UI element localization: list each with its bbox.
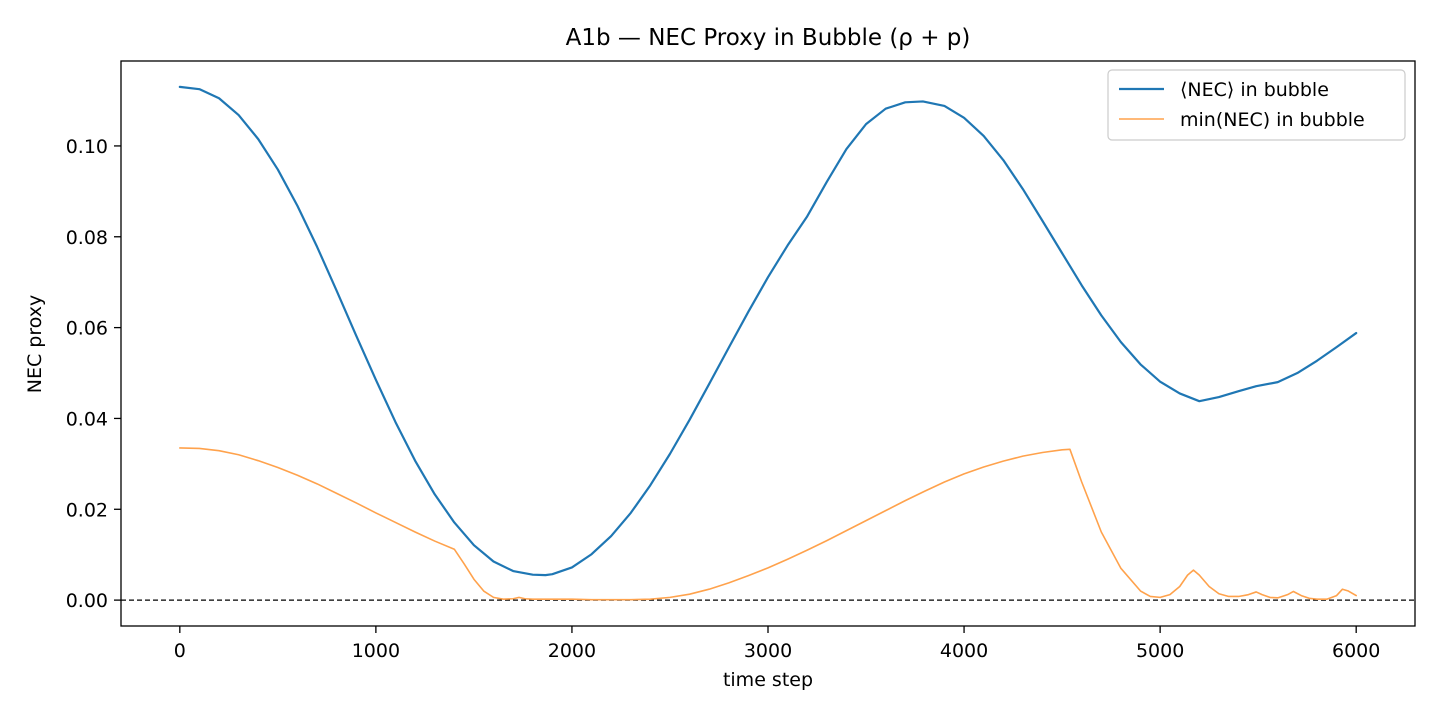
x-tick-label: 4000 <box>940 640 988 662</box>
x-tick-label: 1000 <box>352 640 400 662</box>
x-tick-label: 0 <box>174 640 186 662</box>
y-axis-label: NEC proxy <box>24 295 46 394</box>
legend: ⟨NEC⟩ in bubble min(NEC) in bubble <box>1107 69 1406 141</box>
plot-area <box>121 85 1415 601</box>
y-tick-label: 0.00 <box>66 590 108 612</box>
legend-label-mean-nec: ⟨NEC⟩ in bubble <box>1180 79 1329 101</box>
x-tick-label: 3000 <box>744 640 792 662</box>
x-tick-label: 6000 <box>1332 640 1380 662</box>
y-tick-label: 0.04 <box>66 408 108 430</box>
x-tick-label: 2000 <box>548 640 596 662</box>
y-tick-label: 0.10 <box>66 136 108 158</box>
series-line-mean-nec <box>178 85 1358 577</box>
x-axis-label: time step <box>723 669 813 691</box>
y-tick-label: 0.02 <box>66 499 108 521</box>
legend-label-min-nec: min(NEC) in bubble <box>1180 109 1365 131</box>
legend-frame <box>1107 69 1406 141</box>
x-axis: 0 1000 2000 3000 4000 5000 6000 <box>174 626 1380 662</box>
y-tick-label: 0.08 <box>66 227 108 249</box>
series-line-min-nec <box>179 447 1357 601</box>
y-axis: 0.00 0.02 0.04 0.06 0.08 0.10 <box>66 136 121 612</box>
x-tick-label: 5000 <box>1136 640 1184 662</box>
chart-title: A1b — NEC Proxy in Bubble (ρ + p) <box>566 25 971 51</box>
y-tick-label: 0.06 <box>66 318 108 340</box>
